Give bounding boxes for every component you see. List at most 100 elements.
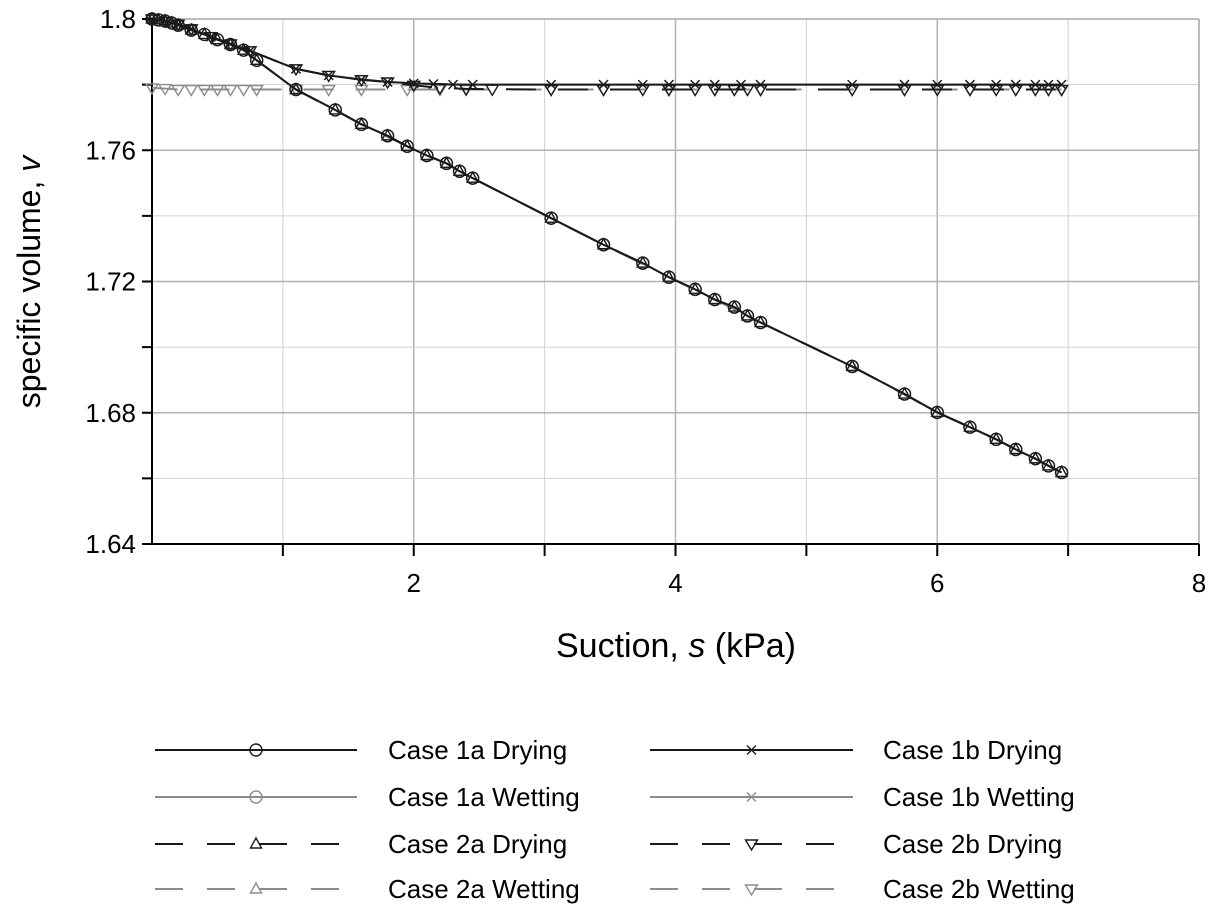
data-point — [432, 84, 448, 97]
data-point — [596, 237, 611, 250]
data-point — [354, 75, 369, 88]
data-point — [735, 79, 746, 90]
data-point — [328, 102, 342, 115]
series-line — [151, 86, 1062, 91]
data-point — [144, 83, 160, 96]
data-point — [753, 315, 768, 328]
data-point — [753, 84, 768, 97]
series-line — [151, 18, 1062, 86]
data-point — [897, 84, 912, 97]
x-tick-label: 8 — [1192, 568, 1206, 598]
data-point — [236, 84, 251, 97]
data-point — [847, 79, 858, 90]
data-point — [727, 299, 742, 312]
data-point — [727, 84, 742, 97]
chart-grid — [152, 18, 1200, 545]
data-point — [399, 84, 415, 97]
data-point — [991, 79, 1002, 90]
legend-item: Case 1b Drying — [650, 735, 1062, 765]
data-point — [543, 84, 559, 97]
data-point — [250, 52, 264, 66]
data-point — [962, 84, 978, 97]
data-point — [989, 431, 1003, 445]
data-point — [753, 84, 768, 97]
data-point — [1043, 79, 1054, 90]
plot-area — [144, 11, 1069, 480]
data-point — [420, 148, 434, 161]
data-point — [321, 84, 336, 97]
series-case-2b-drying — [144, 14, 1069, 97]
y-tick-label: 1.76 — [85, 135, 136, 165]
data-point — [544, 210, 558, 223]
series-line — [256, 59, 1063, 474]
legend-item: Case 2b Wetting — [650, 874, 1075, 904]
series-case-1b-drying — [147, 14, 1067, 90]
data-point — [1028, 451, 1043, 464]
legend-item: Case 2a Wetting — [155, 874, 580, 904]
data-point — [963, 419, 977, 432]
data-point — [845, 359, 859, 372]
data-point — [197, 84, 212, 97]
data-point — [1056, 79, 1067, 90]
x-axis-label-prefix: Suction, — [556, 627, 688, 665]
data-point — [707, 84, 722, 97]
data-point — [184, 24, 199, 37]
legend-label: Case 2b Wetting — [883, 874, 1075, 904]
data-point — [485, 84, 500, 97]
series-case-1b-wetting — [147, 14, 1067, 90]
data-point — [321, 70, 336, 83]
data-point — [380, 77, 395, 90]
series-line — [256, 59, 1063, 474]
data-point — [662, 269, 676, 282]
data-point — [145, 11, 159, 24]
data-point — [184, 84, 199, 97]
data-point — [157, 83, 173, 96]
x-axis-label: Suction, s (kPa) — [556, 627, 796, 665]
data-point — [755, 79, 766, 90]
data-point — [637, 79, 648, 90]
data-point — [1030, 79, 1041, 90]
y-tick-label: 1.72 — [85, 267, 136, 297]
legend-item: Case 2a Drying — [155, 829, 567, 859]
legend-marker — [249, 881, 263, 894]
data-point — [899, 79, 910, 90]
data-point — [439, 155, 454, 169]
data-point — [932, 79, 943, 90]
data-point — [546, 79, 557, 90]
data-point — [930, 84, 945, 97]
legend-marker — [746, 792, 757, 802]
data-point — [708, 292, 722, 305]
data-point — [1041, 84, 1056, 97]
legend-item: Case 2b Drying — [650, 829, 1062, 859]
data-point — [452, 163, 467, 176]
chart-axes — [142, 18, 1200, 556]
data-point — [1041, 458, 1056, 471]
data-point — [406, 80, 421, 93]
data-point — [635, 84, 651, 97]
data-point — [1008, 84, 1024, 97]
data-point — [144, 14, 160, 27]
data-point — [1028, 84, 1043, 97]
data-point — [157, 16, 173, 29]
legend-marker — [249, 743, 263, 757]
data-point — [380, 128, 395, 141]
legend-marker — [746, 745, 757, 755]
data-point — [543, 84, 559, 97]
data-point — [663, 79, 674, 90]
legend-marker — [249, 790, 263, 804]
data-point — [354, 116, 369, 130]
legend-item: Case 1a Wetting — [155, 782, 580, 812]
data-point — [170, 19, 186, 32]
y-axis-label-symbol: v — [11, 154, 47, 172]
data-point — [897, 386, 912, 399]
x-tick-label: 2 — [407, 568, 421, 598]
legend-label: Case 1b Wetting — [883, 782, 1075, 812]
data-point — [203, 32, 219, 45]
data-point — [225, 38, 236, 49]
legend-marker — [249, 836, 263, 849]
legend-label: Case 2b Drying — [883, 829, 1062, 859]
data-point — [844, 84, 860, 97]
data-point — [210, 84, 225, 97]
legend-item: Case 1a Drying — [155, 735, 567, 765]
